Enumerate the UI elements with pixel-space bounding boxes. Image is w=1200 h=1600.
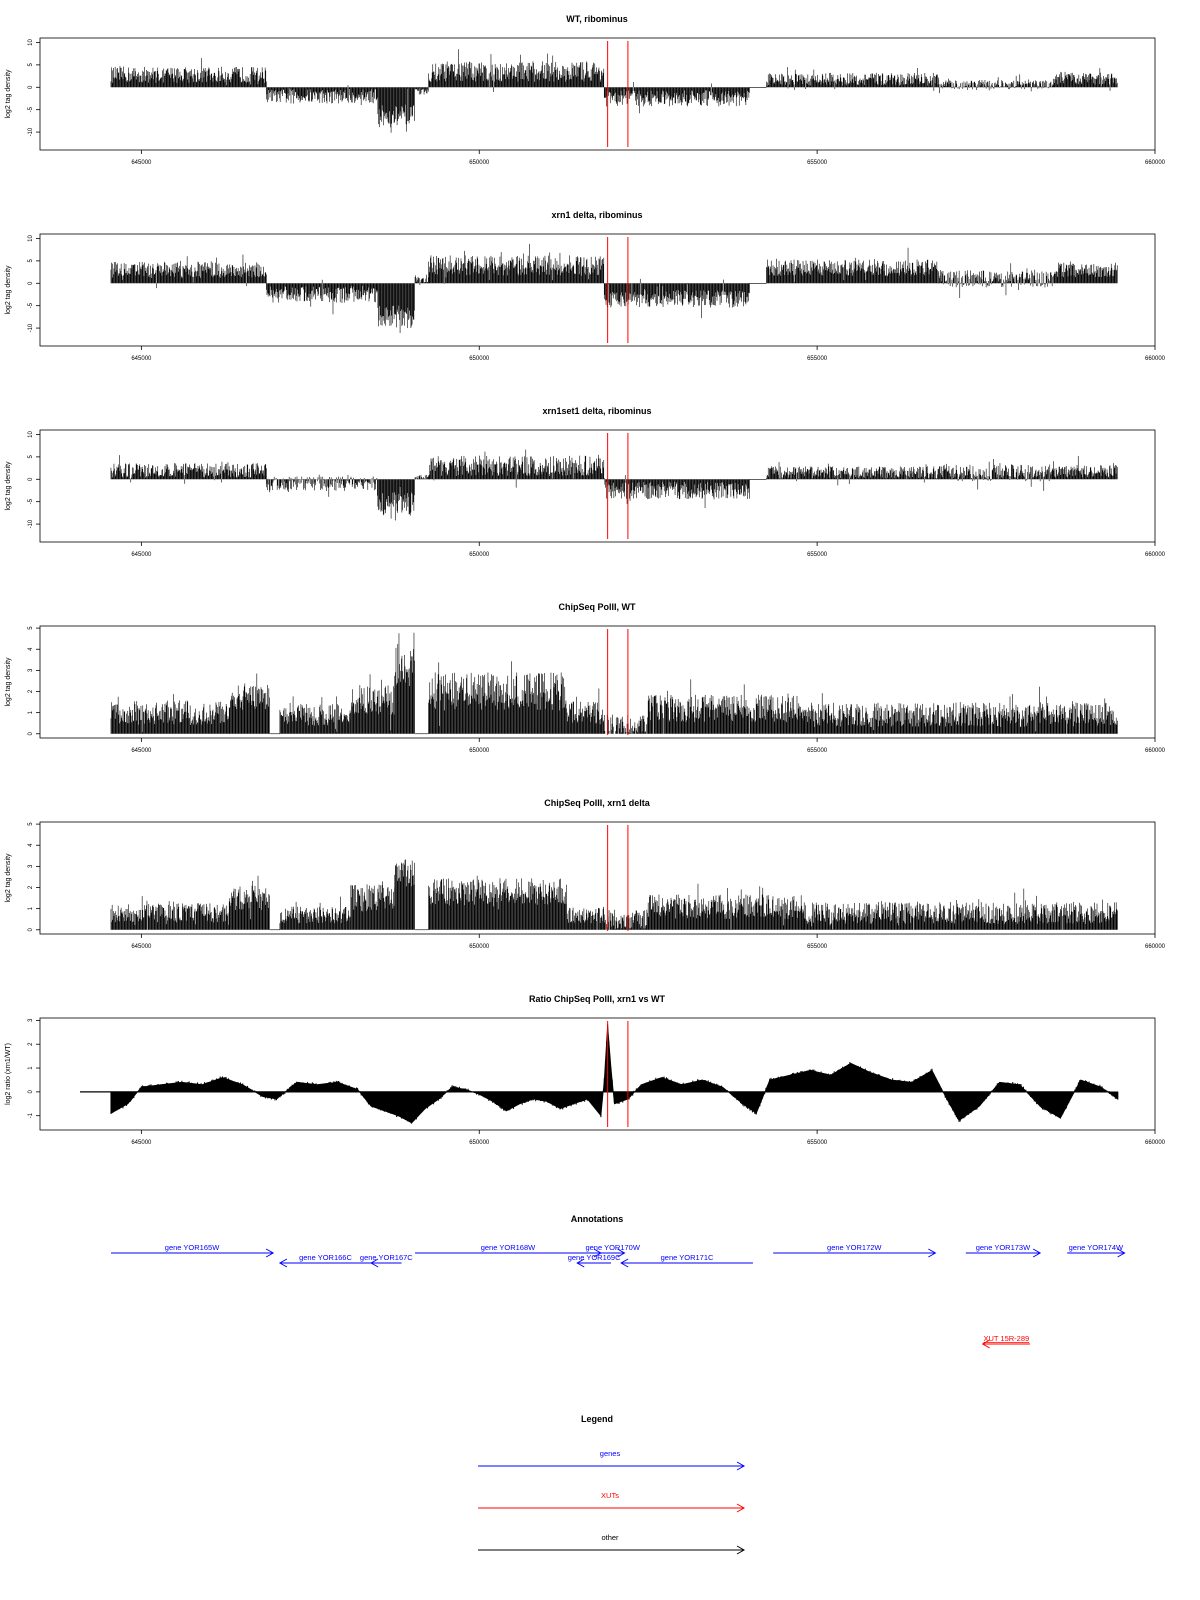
- y-tick-label: 10: [28, 38, 34, 45]
- chart-title: xrn1 delta, ribominus: [551, 210, 642, 220]
- chart-title: WT, ribominus: [566, 14, 628, 24]
- y-tick-label: 5: [28, 259, 34, 263]
- plot-frame: [39, 233, 1156, 347]
- chart-panel: xrn1 delta, ribominus log2 tag density 10 5…: [5, 210, 1166, 362]
- y-tick-label: -10: [28, 323, 34, 332]
- y-axis-label: log2 tag density: [5, 265, 12, 315]
- chart-panel: WT, ribominus log2 tag density 10 5 0 -5 -10 64…: [5, 14, 1166, 166]
- y-axis-label: log2 tag density: [5, 461, 12, 511]
- y-tick-label: 10: [28, 234, 34, 241]
- x-tick-label: 655000: [807, 356, 828, 362]
- plot-frame: [39, 429, 1156, 543]
- y-tick-label: -10: [28, 127, 34, 136]
- y-tick-label: 5: [28, 63, 34, 67]
- x-tick-label: 650000: [469, 160, 490, 166]
- x-tick-label: 660000: [1145, 356, 1166, 362]
- chart-panel: xrn1set1 delta, ribominus log2 tag densit…: [5, 406, 1166, 558]
- y-tick-label: 0: [28, 85, 34, 89]
- y-tick-label: 0: [28, 281, 34, 285]
- y-axis-label: log2 tag density: [5, 69, 12, 119]
- x-tick-label: 655000: [807, 160, 828, 166]
- x-tick-label: 660000: [1145, 160, 1166, 166]
- plot-frame: [39, 37, 1156, 151]
- x-tick-label: 645000: [131, 160, 152, 166]
- y-tick-label: -5: [28, 302, 34, 308]
- x-tick-label: 650000: [469, 356, 490, 362]
- x-tick-label: 645000: [131, 356, 152, 362]
- chart-title: xrn1set1 delta, ribominus: [542, 406, 651, 416]
- y-tick-label: -5: [28, 106, 34, 112]
